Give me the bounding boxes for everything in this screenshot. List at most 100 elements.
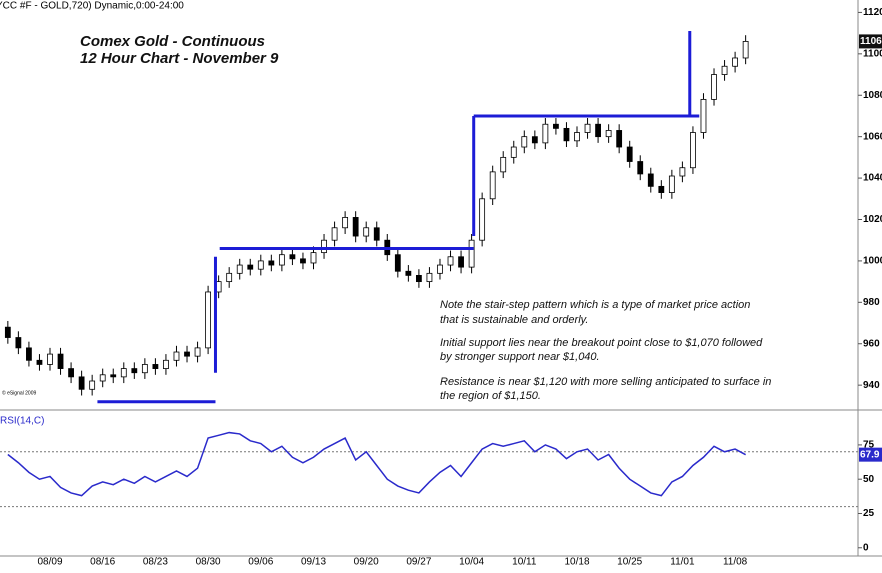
candle-body [405, 270, 412, 276]
candle-body [616, 130, 623, 148]
candle-body [363, 227, 370, 237]
candle-body [521, 136, 528, 148]
candle-body [57, 353, 64, 369]
y-tick-label: 960 [863, 338, 880, 349]
x-tick-label: 10/25 [617, 557, 642, 568]
candle-body [4, 326, 11, 338]
candle-body [194, 347, 201, 357]
candle-body [658, 185, 665, 193]
candle-body [510, 146, 517, 158]
candle-body [257, 260, 264, 270]
x-tick-label: 09/20 [354, 557, 379, 568]
candle-body [605, 130, 612, 138]
candle-body [394, 254, 401, 272]
candle-body [331, 227, 338, 241]
note: that is sustainable and orderly. [440, 314, 588, 326]
candle-body [184, 351, 190, 357]
candle-body [721, 65, 728, 75]
candle-body [278, 254, 285, 266]
last-price-box [859, 34, 882, 49]
x-tick-label: 08/16 [90, 557, 115, 568]
candle-body [36, 359, 43, 365]
candle-body [742, 41, 749, 59]
candle-body [120, 368, 127, 378]
x-tick-label: 10/04 [459, 557, 484, 568]
x-tick-label: 09/06 [248, 557, 273, 568]
candle-body [647, 173, 654, 187]
candle-body [141, 364, 148, 374]
candle-body [479, 198, 486, 241]
candle-body [437, 264, 443, 274]
x-tick-label: 10/11 [512, 557, 537, 568]
candle-body [163, 359, 169, 369]
candle-body [679, 167, 686, 177]
candle-body [690, 132, 696, 169]
y-tick-label: 1000 [863, 256, 882, 267]
candle-body [26, 347, 32, 361]
panel-title: RSI(14,C) [0, 416, 44, 427]
candle-body [15, 337, 22, 349]
candle-body [668, 175, 675, 193]
note: Initial support lies near the breakout p… [440, 337, 763, 349]
x-tick-label: 09/27 [406, 557, 431, 568]
candle-body [595, 123, 601, 138]
candle-body [458, 256, 464, 268]
candle-body [542, 123, 549, 144]
candle-body [373, 227, 380, 241]
credit: © eSignal 2009 [2, 389, 36, 396]
last-price-label: 1106 [860, 36, 882, 47]
candle-body [711, 74, 717, 100]
candle-body [47, 353, 53, 365]
x-tick-label: 08/30 [196, 557, 221, 568]
y-tick-label: 940 [863, 380, 880, 391]
x-tick-label: 11/08 [723, 557, 748, 568]
candle-body [531, 136, 538, 144]
note: the region of $1,150. [440, 390, 541, 402]
last-value-box [859, 447, 882, 462]
y-tick-label: 0 [863, 542, 869, 553]
candle-body [173, 351, 180, 361]
last-value-label: 67.9 [860, 449, 880, 460]
candle-body [426, 272, 433, 283]
candle-body [574, 132, 580, 142]
candle-body [300, 258, 306, 264]
candle-body [563, 127, 570, 142]
y-tick-label: 50 [863, 474, 875, 485]
candle-body [99, 374, 106, 382]
y-tick-label: 1120 [863, 7, 882, 18]
candle-body [226, 272, 233, 283]
candle-body [447, 256, 454, 266]
candle-body [310, 252, 317, 264]
candle-body [342, 217, 349, 229]
x-tick-label: 08/23 [143, 557, 168, 568]
note: by stronger support near $1,040. [440, 351, 600, 363]
candle-body [415, 275, 422, 283]
candle-body [268, 260, 275, 266]
candle-body [321, 239, 327, 254]
x-tick-label: 09/13 [301, 557, 326, 568]
chart-title: Comex Gold - Continuous [80, 33, 265, 50]
x-tick-label: 11/01 [670, 557, 695, 568]
candle-body [236, 264, 243, 274]
y-tick-label: 75 [863, 440, 875, 451]
candle-body [553, 123, 559, 129]
note: Resistance is near $1,120 with more sell… [440, 376, 771, 388]
y-tick-label: 1080 [863, 90, 882, 101]
candle-body [352, 217, 359, 237]
candle-body [468, 239, 475, 268]
candle-body [247, 264, 254, 270]
candle-body [637, 161, 644, 175]
x-tick-label: 08/09 [37, 557, 62, 568]
rsi-line [7, 431, 746, 497]
candle-body [152, 364, 159, 369]
candle-body [78, 376, 85, 390]
y-tick-label: 980 [863, 297, 880, 308]
candle-body [289, 254, 296, 260]
y-tick-label: 25 [863, 508, 875, 519]
y-tick-label: 1020 [863, 214, 882, 225]
chart-subtitle: 12 Hour Chart - November 9 [80, 50, 279, 67]
candle-body [584, 123, 591, 133]
